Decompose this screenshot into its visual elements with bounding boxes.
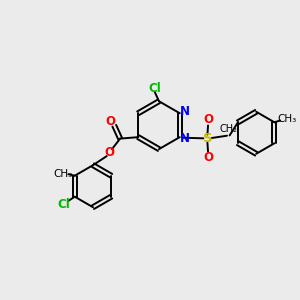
- Text: CH₃: CH₃: [53, 169, 72, 179]
- Text: CH₂: CH₂: [220, 124, 238, 134]
- Text: O: O: [203, 151, 213, 164]
- Text: N: N: [180, 132, 190, 145]
- Text: N: N: [180, 105, 190, 118]
- Text: O: O: [104, 146, 114, 159]
- Text: Cl: Cl: [57, 197, 70, 211]
- Text: CH₃: CH₃: [277, 114, 296, 124]
- Text: O: O: [203, 113, 213, 126]
- Text: S: S: [202, 132, 212, 145]
- Text: O: O: [106, 115, 116, 128]
- Text: Cl: Cl: [148, 82, 161, 94]
